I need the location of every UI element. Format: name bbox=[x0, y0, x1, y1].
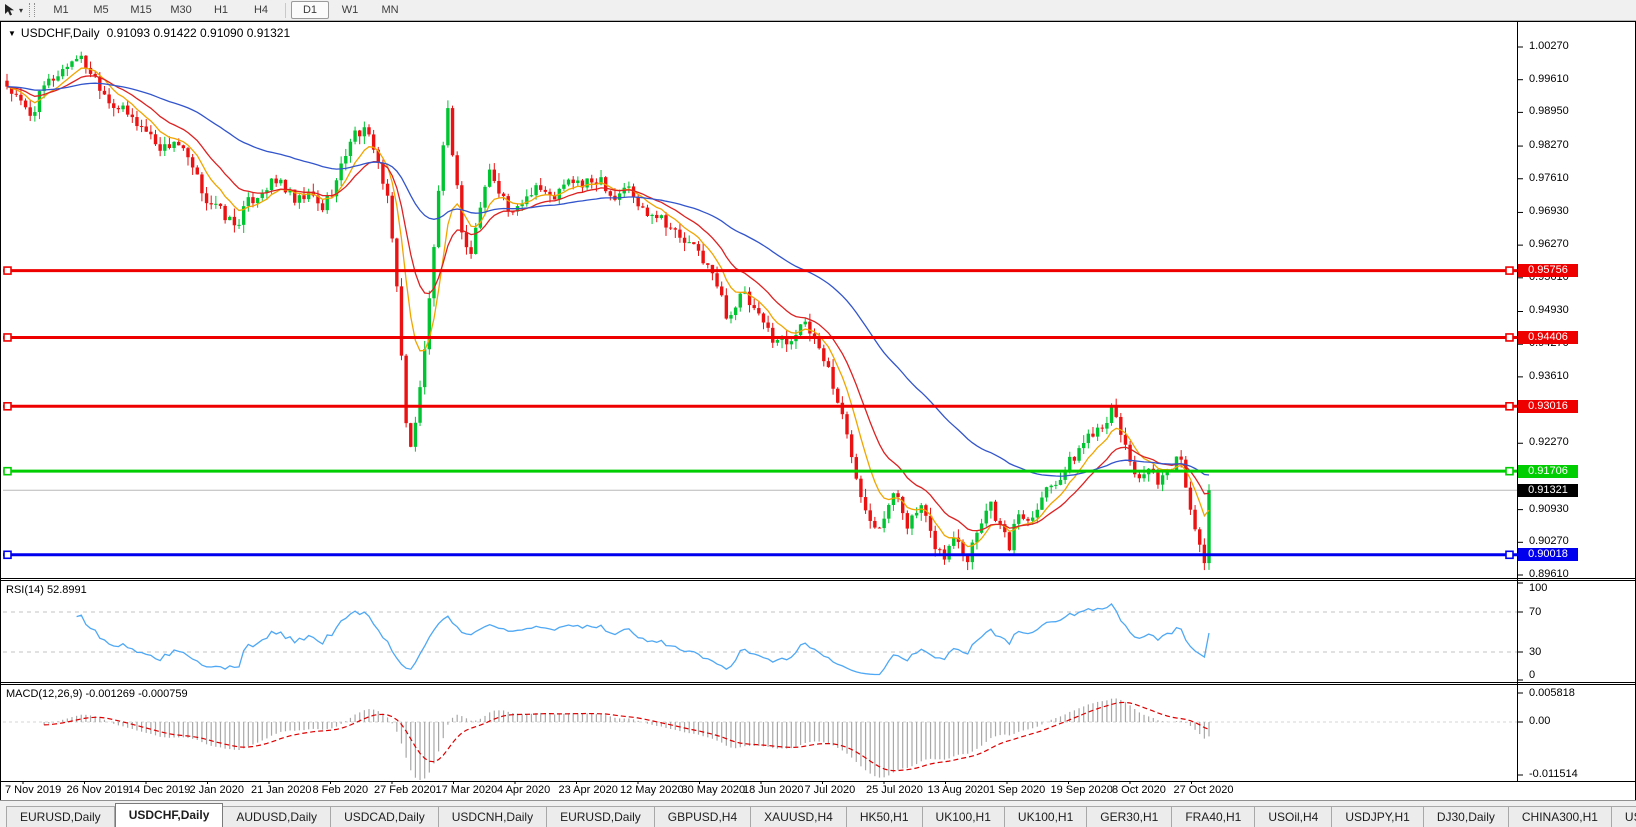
chart-window: ▼ USDCHF,Daily 0.91093 0.91422 0.91090 0.9… bbox=[0, 21, 1636, 801]
tab-ger30-h1[interactable]: GER30,H1 bbox=[1087, 806, 1173, 827]
date-axis-label: 4 Apr 2020 bbox=[497, 784, 551, 796]
price-axis-tick: 0.90270 bbox=[1529, 535, 1569, 548]
timeframe-button-d1[interactable]: D1 bbox=[291, 1, 330, 19]
tab-eurusd-daily[interactable]: EURUSD,Daily bbox=[6, 806, 115, 827]
price-axis-tick: 0.90930 bbox=[1529, 502, 1569, 515]
price-axis-tick: 0.94930 bbox=[1529, 304, 1569, 317]
tab-usdchf-daily[interactable]: USDCHF,Daily bbox=[114, 803, 224, 827]
tab-xauusd-h4[interactable]: XAUUSD,H4 bbox=[751, 806, 847, 827]
timeframe-button-m15[interactable]: M15 bbox=[130, 4, 152, 16]
date-axis-label: 2 Jan 2020 bbox=[189, 784, 244, 796]
date-axis-label: 18 Jun 2020 bbox=[743, 784, 804, 796]
price-axis-tick: 0.96270 bbox=[1529, 238, 1569, 251]
date-axis-label: 8 Feb 2020 bbox=[312, 784, 369, 796]
price-axis-tick: 0.96930 bbox=[1529, 205, 1569, 218]
tab-audusd-daily[interactable]: AUDUSD,Daily bbox=[223, 806, 332, 827]
date-axis-label: 27 Oct 2020 bbox=[1173, 784, 1234, 796]
timeframe-button-mn[interactable]: MN bbox=[381, 4, 399, 16]
tab-uk100-h1[interactable]: UK100,H1 bbox=[1004, 806, 1088, 827]
timeframe-button-m30[interactable]: M30 bbox=[170, 4, 192, 16]
rsi-axis-label: 100 bbox=[1529, 582, 1548, 594]
macd-indicator-label: MACD(12,26,9) -0.001269 -0.000759 bbox=[6, 688, 188, 700]
timeframe-button-m1[interactable]: M1 bbox=[53, 4, 69, 16]
toolbar: ▾ M1 M5 M15 M30 H1 H4 D1 W1 MN bbox=[0, 0, 1636, 21]
tab-uk100-h1[interactable]: UK100,H1 bbox=[922, 806, 1005, 827]
price-axis-tick: 0.98270 bbox=[1529, 139, 1569, 152]
date-axis-label: 27 Feb 2020 bbox=[374, 784, 436, 796]
date-axis-label: 12 May 2020 bbox=[620, 784, 684, 796]
macd-axis-label: 0.005818 bbox=[1529, 687, 1575, 699]
macd-axis-label: 0.00 bbox=[1529, 715, 1551, 727]
date-axis-label: 30 May 2020 bbox=[681, 784, 746, 796]
date-axis-label: 19 Sep 2020 bbox=[1050, 784, 1113, 796]
price-axis-tick: 0.89610 bbox=[1529, 568, 1569, 580]
date-axis-label: 23 Apr 2020 bbox=[558, 784, 618, 796]
price-axis-tick: 0.97610 bbox=[1529, 171, 1569, 184]
hline-price-tag: 0.95756 bbox=[1518, 264, 1578, 278]
date-axis-label: 21 Jan 2020 bbox=[251, 784, 312, 796]
price-axis-tick: 0.93610 bbox=[1529, 369, 1569, 382]
chart-tab-bar: EURUSD,Daily USDCHF,Daily AUDUSD,Daily USDC… bbox=[0, 800, 1636, 827]
timeframe-button-h4[interactable]: H4 bbox=[253, 4, 269, 16]
collapse-triangle-icon[interactable]: ▼ bbox=[8, 29, 16, 38]
chart-canvas[interactable] bbox=[1, 22, 1635, 800]
timeframe-button-w1[interactable]: W1 bbox=[341, 4, 359, 16]
chart-ohlc-values: 0.91093 0.91422 0.91090 0.91321 bbox=[106, 26, 291, 40]
date-axis-label: 7 Jul 2020 bbox=[804, 784, 856, 796]
tab-usdcnh-daily[interactable]: USDCNH,Daily bbox=[438, 806, 548, 827]
chart-symbol-period: USDCHF,Daily bbox=[20, 26, 100, 40]
tab-usdjpy-h1[interactable]: USDJPY,H1 bbox=[1332, 806, 1424, 827]
rsi-axis-label: 0 bbox=[1529, 669, 1536, 681]
rsi-indicator-label: RSI(14) 52.8991 bbox=[6, 584, 87, 596]
chevron-down-icon: ▾ bbox=[19, 5, 24, 15]
cursor-icon bbox=[5, 4, 14, 16]
hline-price-tag: 0.90018 bbox=[1518, 548, 1578, 562]
timeframe-button-h1[interactable]: H1 bbox=[213, 4, 229, 16]
date-axis-label: 26 Nov 2019 bbox=[66, 784, 129, 796]
price-axis-tick: 0.98950 bbox=[1529, 105, 1569, 118]
tab-dj30-daily[interactable]: DJ30,Daily bbox=[1423, 806, 1509, 827]
hline-price-tag: 0.94406 bbox=[1518, 330, 1578, 344]
price-axis-tick: 0.99610 bbox=[1529, 72, 1569, 85]
tab-hk50-h1[interactable]: HK50,H1 bbox=[846, 806, 923, 827]
toolbar-grip[interactable] bbox=[29, 3, 31, 17]
tab-eurusd-daily[interactable]: EURUSD,Daily bbox=[547, 806, 655, 827]
date-axis-label: 25 Jul 2020 bbox=[866, 784, 923, 796]
rsi-axis-label: 30 bbox=[1529, 646, 1542, 658]
hline-price-tag: 0.91706 bbox=[1518, 464, 1578, 478]
hline-price-tag: 0.93016 bbox=[1518, 399, 1578, 413]
tab-china300-h1[interactable]: CHINA300,H1 bbox=[1508, 806, 1612, 827]
tab-usdcad-daily[interactable]: USDCAD,Daily bbox=[331, 806, 439, 827]
tab-fra40-h1[interactable]: FRA40,H1 bbox=[1172, 806, 1256, 827]
tab-usoil-h4[interactable]: USOil,H4 bbox=[1255, 806, 1333, 827]
date-axis-label: 1 Sep 2020 bbox=[989, 784, 1046, 796]
toolbar-separator bbox=[285, 2, 287, 18]
timeframe-button-m5[interactable]: M5 bbox=[93, 4, 109, 16]
chart-title: ▼ USDCHF,Daily 0.91093 0.91422 0.91090 0.9… bbox=[8, 26, 290, 40]
cursor-tool-button[interactable]: ▾ bbox=[0, 3, 27, 17]
date-axis-label: 17 Mar 2020 bbox=[435, 784, 498, 796]
date-axis-label: 8 Oct 2020 bbox=[1112, 784, 1166, 796]
tab-usoil-h1[interactable]: USOil,H1 bbox=[1611, 806, 1636, 827]
macd-axis-label: -0.011514 bbox=[1529, 768, 1578, 780]
current-price-tag: 0.91321 bbox=[1518, 483, 1578, 497]
price-axis-tick: 1.00270 bbox=[1529, 40, 1569, 52]
tab-gbpusd-h4[interactable]: GBPUSD,H4 bbox=[654, 806, 752, 827]
rsi-axis-label: 70 bbox=[1529, 606, 1542, 618]
date-axis-label: 7 Nov 2019 bbox=[5, 784, 62, 796]
toolbar-grip[interactable] bbox=[34, 3, 36, 17]
date-axis-label: 14 Dec 2019 bbox=[128, 784, 191, 796]
price-axis-tick: 0.92270 bbox=[1529, 436, 1569, 449]
date-axis-label: 13 Aug 2020 bbox=[927, 784, 990, 796]
